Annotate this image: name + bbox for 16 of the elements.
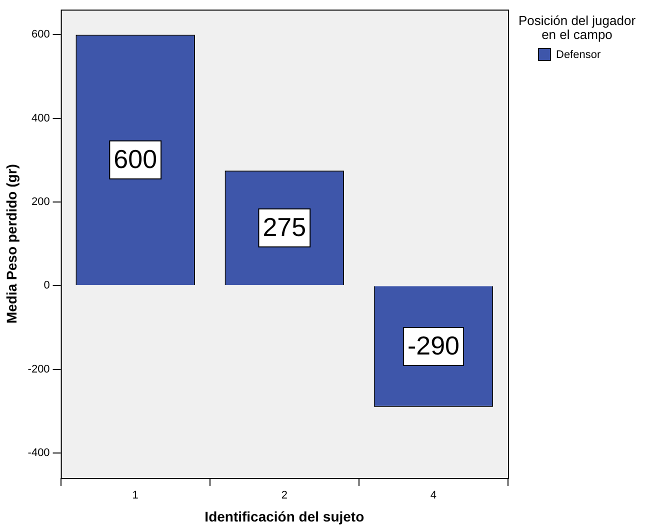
x-tick-label: 1 xyxy=(132,490,138,502)
data-label: 600 xyxy=(114,144,158,174)
data-label: 275 xyxy=(262,212,306,242)
y-tick-label: 600 xyxy=(31,28,50,41)
x-tick-label: 2 xyxy=(281,490,288,502)
legend-label: Defensor xyxy=(556,48,601,60)
y-tick-label: -200 xyxy=(28,363,50,376)
x-axis-title: Identificación del sujeto xyxy=(204,508,364,524)
y-tick-label: 200 xyxy=(31,196,50,208)
y-tick-label: -400 xyxy=(28,446,50,459)
legend-title: Posición del jugador en el campo xyxy=(517,13,637,42)
y-axis-title: Media Peso perdido (gr) xyxy=(3,164,20,324)
x-tick-label: 4 xyxy=(430,490,437,502)
y-tick-label: 400 xyxy=(31,112,50,124)
data-label: -290 xyxy=(407,330,460,361)
y-tick-label: 0 xyxy=(44,280,50,292)
